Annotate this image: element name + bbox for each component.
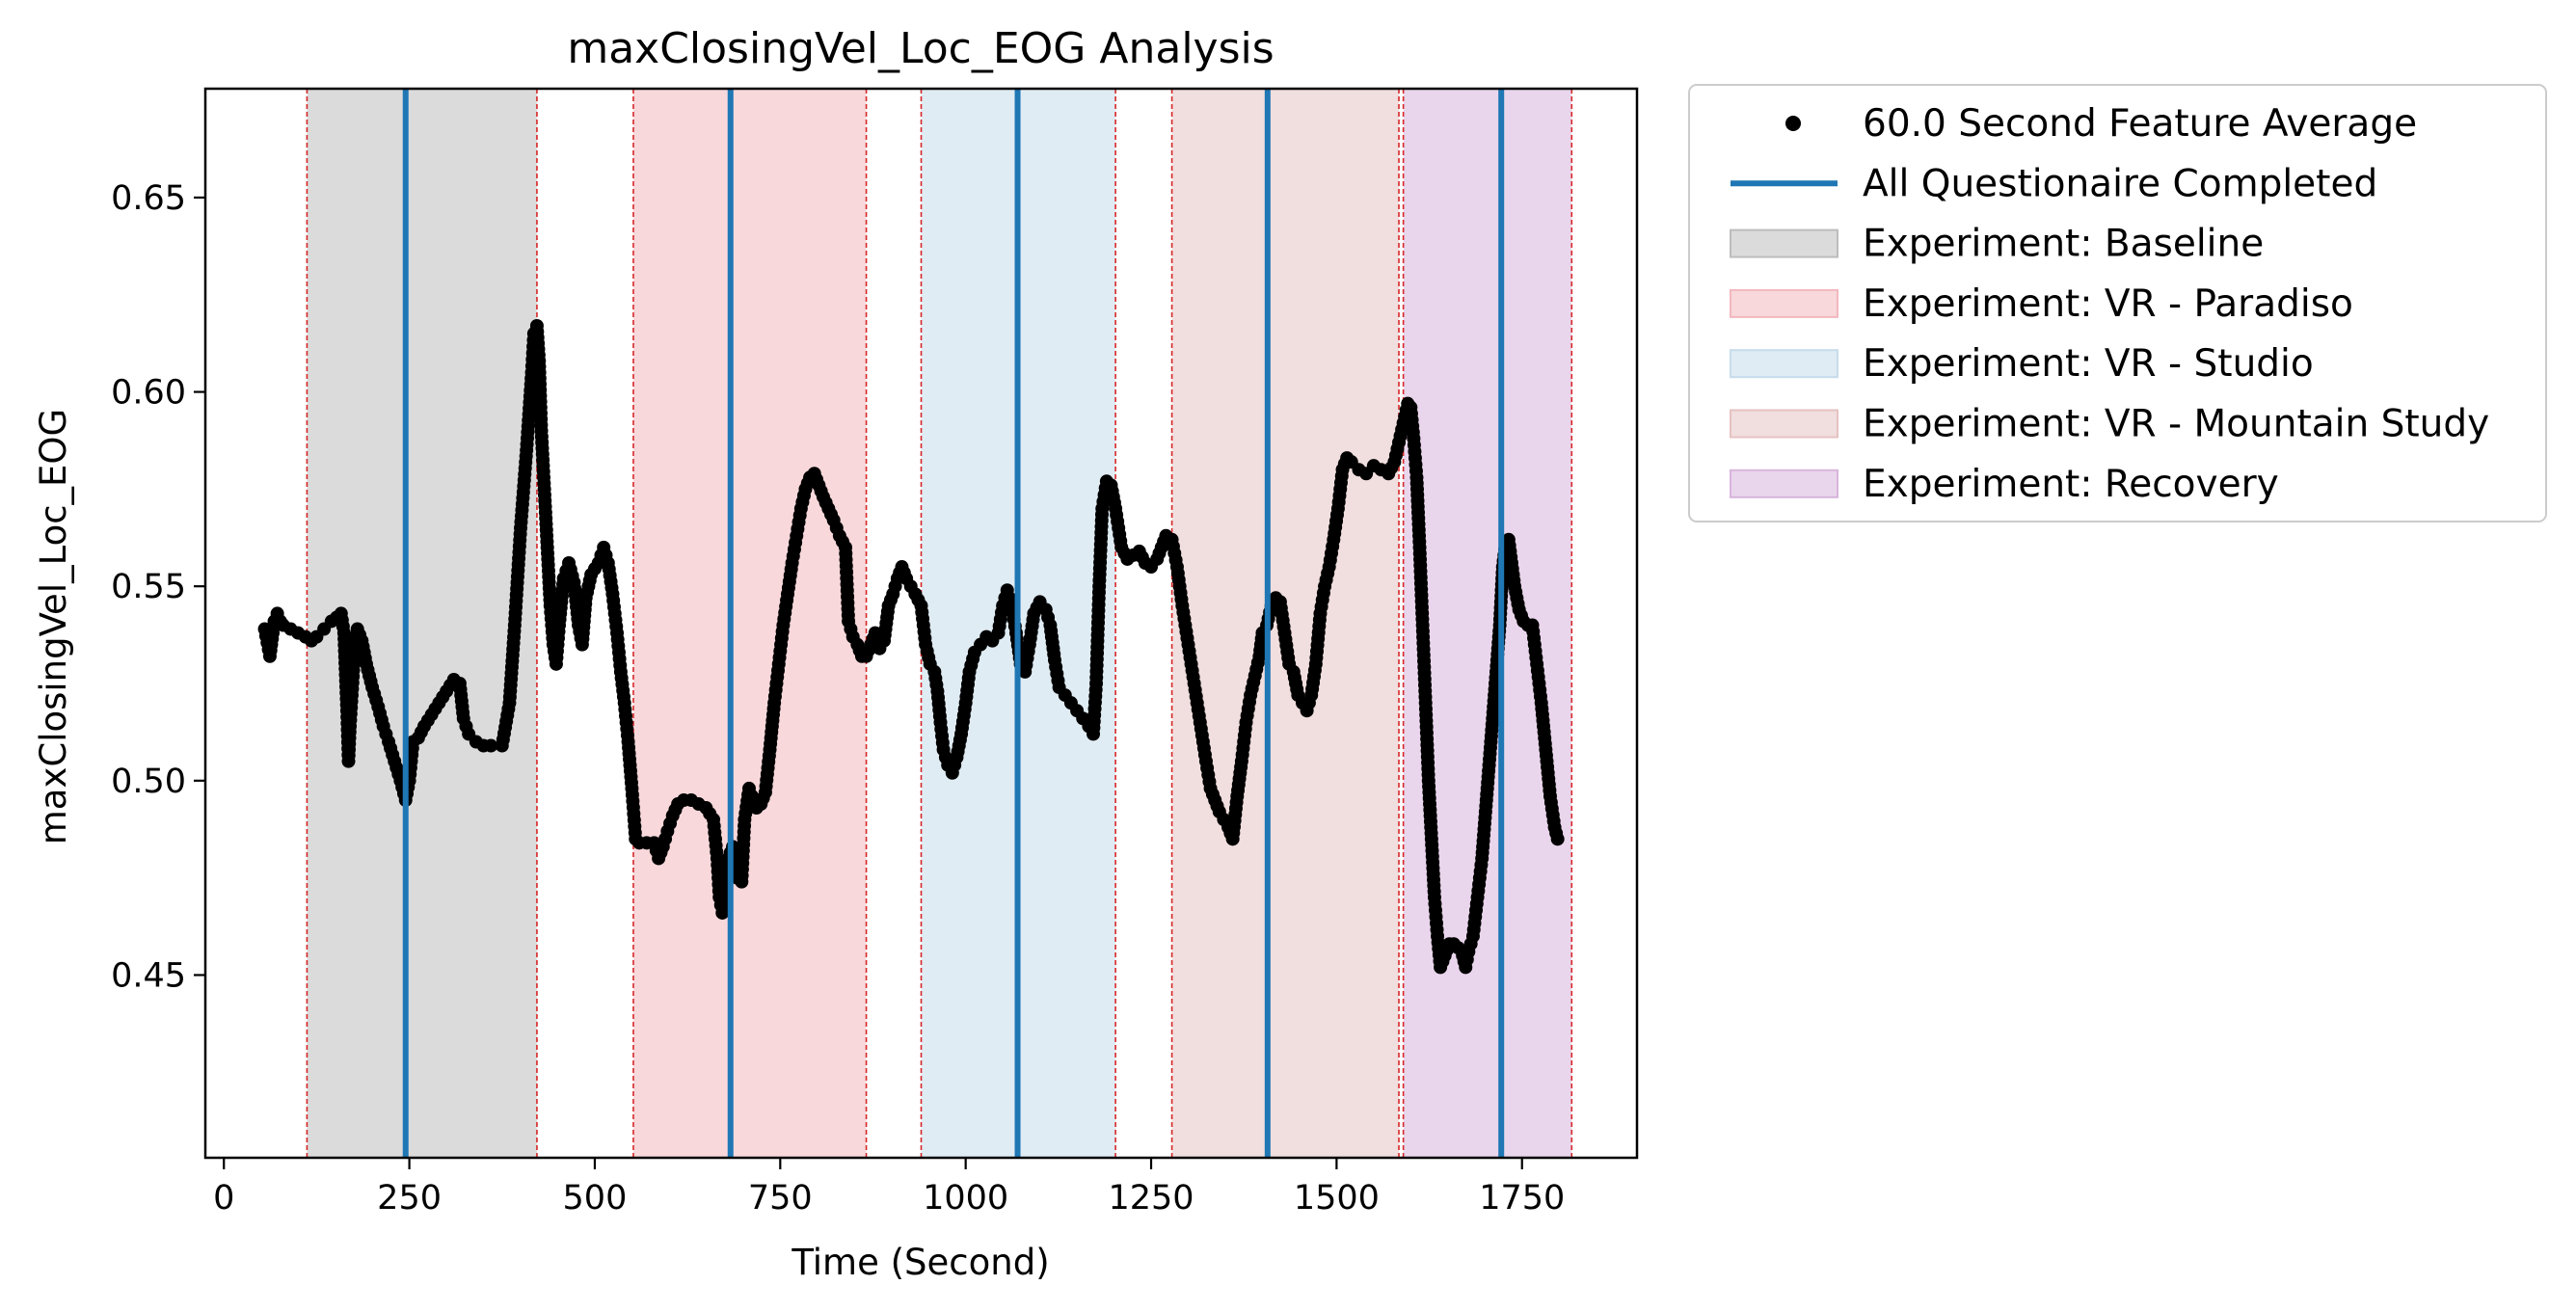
x-tick-label: 0 <box>213 1179 234 1218</box>
questionnaire-lines <box>402 89 1505 1158</box>
legend-swatch <box>1730 228 1838 258</box>
region-4 <box>1403 89 1572 1158</box>
legend-label: All Questionaire Completed <box>1863 162 2377 205</box>
y-axis-label: maxClosingVel_Loc_EOG <box>33 409 74 844</box>
legend-marker-point <box>1785 116 1801 131</box>
legend-swatch <box>1730 469 1838 498</box>
plot-frame <box>203 87 1639 1160</box>
x-tick-label: 250 <box>377 1179 442 1218</box>
x-tick-label: 1000 <box>923 1179 1008 1218</box>
legend-swatch <box>1730 349 1838 379</box>
region-1 <box>632 89 867 1158</box>
x-tick-label: 1250 <box>1108 1179 1194 1218</box>
x-tick-label: 500 <box>563 1179 628 1218</box>
x-tick-label: 1500 <box>1294 1179 1380 1218</box>
legend: 60.0 Second Feature Average All Questiona… <box>1688 84 2547 522</box>
x-tick-label: 1750 <box>1479 1179 1565 1218</box>
legend-label: Experiment: VR - Studio <box>1863 342 2314 386</box>
legend-label: Experiment: Baseline <box>1863 223 2264 266</box>
legend-label: Experiment: VR - Paradiso <box>1863 282 2353 326</box>
data-point <box>484 738 498 753</box>
legend-label: Experiment: VR - Mountain Study <box>1863 403 2489 446</box>
legend-swatch <box>1730 409 1838 439</box>
y-axis-ticks: 0.45 0.50 0.55 0.60 0.65 <box>111 179 205 995</box>
legend-box <box>1688 84 2547 522</box>
y-tick-label: 0.65 <box>111 179 186 218</box>
x-tick-label: 750 <box>748 1179 813 1218</box>
chart-title: maxClosingVel_Loc_EOG Analysis <box>567 24 1274 73</box>
y-tick-label: 0.50 <box>111 763 186 801</box>
y-tick-label: 0.55 <box>111 568 186 606</box>
y-tick-label: 0.60 <box>111 374 186 413</box>
shaded-regions <box>307 89 1572 1158</box>
data-point <box>1550 832 1565 846</box>
legend-label: Experiment: Recovery <box>1863 463 2279 506</box>
legend-swatch <box>1730 288 1838 318</box>
y-tick-label: 0.45 <box>111 956 186 995</box>
x-axis-ticks: 0 250 500 750 1000 1250 1500 1750 <box>213 1158 1565 1218</box>
legend-label: 60.0 Second Feature Average <box>1863 102 2417 146</box>
x-axis-label: Time (Second) <box>791 1242 1049 1283</box>
